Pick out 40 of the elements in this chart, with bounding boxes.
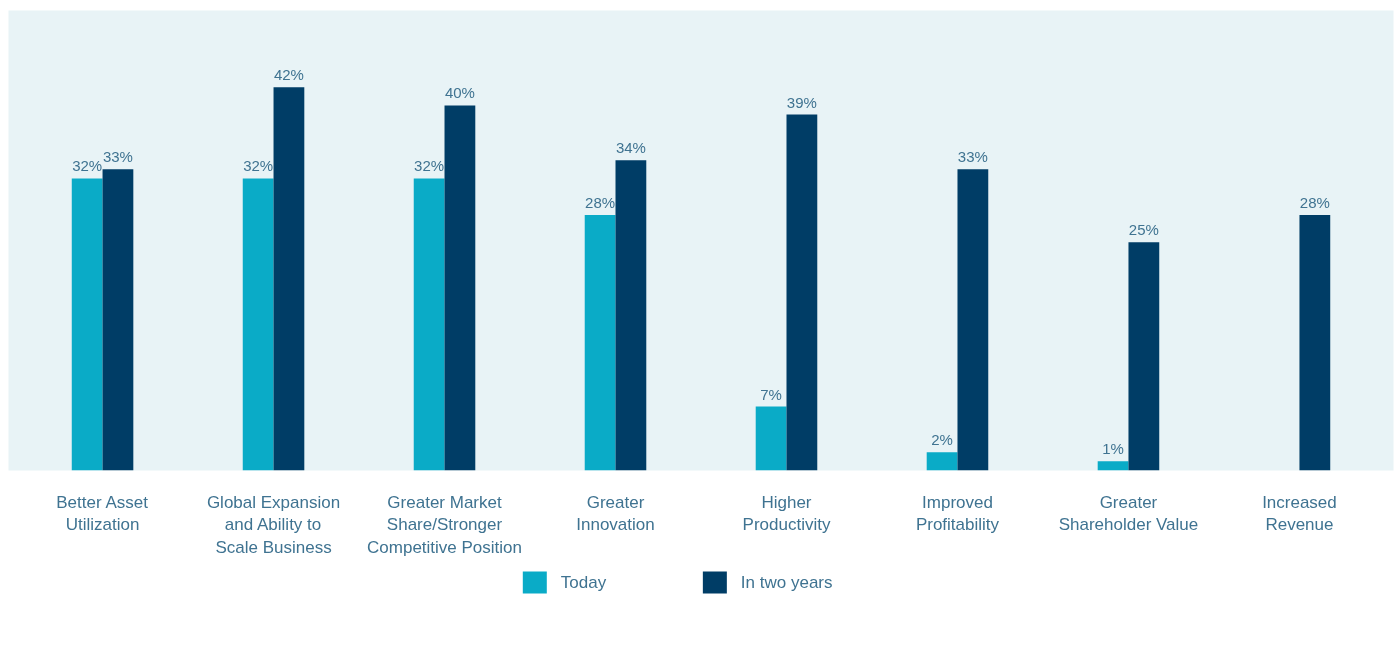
- data-label: 25%: [1128, 221, 1159, 239]
- data-label: 40%: [444, 84, 475, 102]
- bar: [102, 169, 134, 471]
- x-tick-label: Higher Productivity: [742, 492, 831, 535]
- bar: [1128, 242, 1160, 471]
- x-tick-label: Increased Revenue: [1262, 492, 1337, 535]
- data-label: 7%: [760, 385, 782, 403]
- data-label: 34%: [615, 139, 646, 157]
- bar: [584, 214, 616, 471]
- x-tick-label: Greater Shareholder Value: [1058, 492, 1199, 535]
- x-tick-label: Better Asset Utilization: [56, 492, 149, 535]
- bar: [1299, 214, 1331, 471]
- data-label: 39%: [786, 93, 817, 111]
- data-label: 33%: [957, 148, 988, 166]
- x-tick-label: Global Expansion and Ability to Scale Business: [206, 492, 341, 558]
- bar: [786, 114, 818, 471]
- bar: [926, 452, 958, 471]
- legend-label: In two years: [740, 573, 833, 592]
- bar: [242, 178, 274, 471]
- data-label: 32%: [414, 157, 445, 175]
- bar: [615, 160, 647, 471]
- x-tick-label: Greater Innovation: [576, 492, 655, 535]
- bar: [1097, 461, 1129, 471]
- data-label: 2%: [931, 431, 953, 449]
- bar: [71, 178, 103, 471]
- data-label: 28%: [1299, 193, 1330, 211]
- data-label: 33%: [102, 148, 133, 166]
- bar: [444, 105, 476, 471]
- bar: [957, 169, 989, 471]
- data-label: 1%: [1102, 440, 1124, 458]
- bar: [273, 87, 305, 471]
- data-label: 32%: [72, 157, 103, 175]
- x-tick-label: Greater Market Share/Stronger Competitive Position: [367, 492, 523, 558]
- data-label: 42%: [273, 66, 304, 84]
- bar: [755, 406, 787, 471]
- bar: [413, 178, 445, 471]
- legend-label: Today: [560, 573, 607, 592]
- data-label: 28%: [585, 193, 616, 211]
- x-tick-label: Improved Profitability: [915, 492, 1000, 535]
- data-label: 32%: [243, 157, 274, 175]
